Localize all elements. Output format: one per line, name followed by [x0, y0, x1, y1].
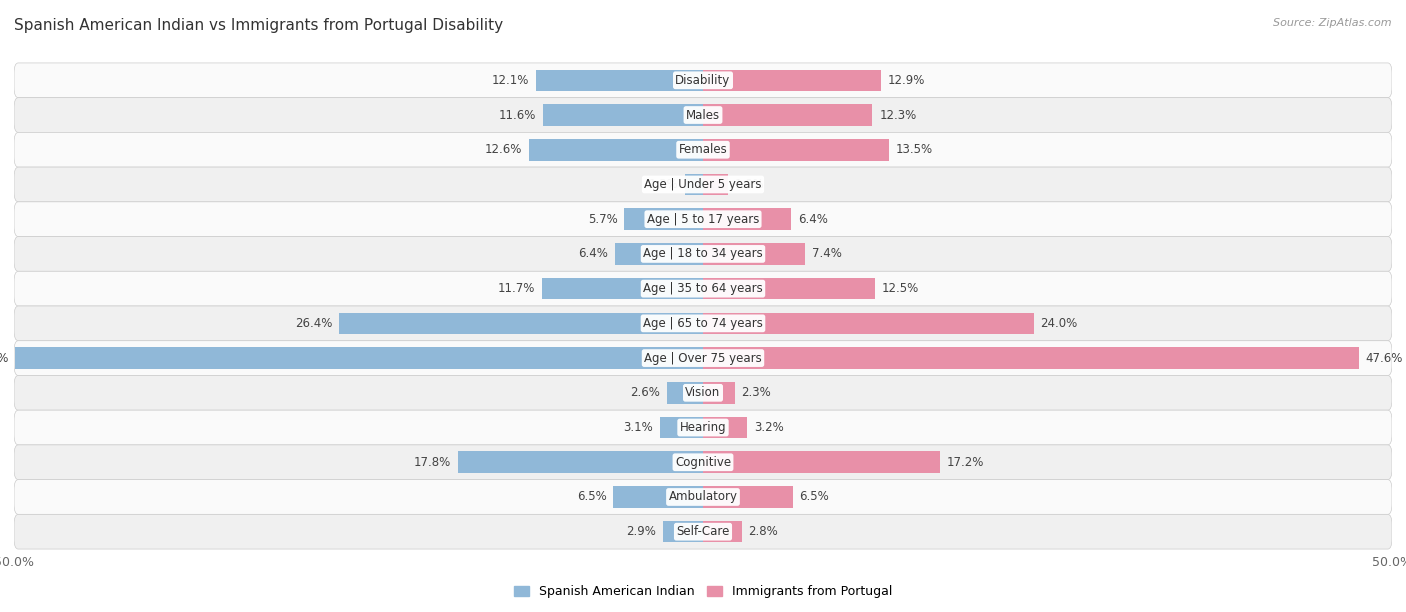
FancyBboxPatch shape — [14, 202, 1392, 237]
Text: Cognitive: Cognitive — [675, 456, 731, 469]
FancyBboxPatch shape — [14, 341, 1392, 375]
Text: 7.4%: 7.4% — [811, 247, 842, 261]
Text: Source: ZipAtlas.com: Source: ZipAtlas.com — [1274, 18, 1392, 28]
Text: Age | 18 to 34 years: Age | 18 to 34 years — [643, 247, 763, 261]
FancyBboxPatch shape — [14, 480, 1392, 514]
Bar — [703, 174, 728, 195]
FancyBboxPatch shape — [14, 132, 1392, 167]
Text: Males: Males — [686, 108, 720, 122]
Bar — [703, 278, 875, 299]
Bar — [543, 104, 703, 126]
Text: Hearing: Hearing — [679, 421, 727, 434]
Text: 12.5%: 12.5% — [882, 282, 920, 295]
Bar — [703, 313, 1033, 334]
Bar — [624, 209, 703, 230]
Bar — [661, 417, 703, 438]
Bar — [339, 313, 703, 334]
Text: Age | 35 to 64 years: Age | 35 to 64 years — [643, 282, 763, 295]
Text: Age | Over 75 years: Age | Over 75 years — [644, 351, 762, 365]
FancyBboxPatch shape — [14, 98, 1392, 132]
Text: 2.3%: 2.3% — [741, 386, 772, 399]
Bar — [541, 278, 703, 299]
Bar — [703, 243, 806, 264]
Bar — [703, 348, 1358, 369]
Bar — [664, 521, 703, 542]
Text: 17.8%: 17.8% — [413, 456, 451, 469]
Bar — [668, 382, 703, 403]
Text: 1.8%: 1.8% — [735, 178, 765, 191]
FancyBboxPatch shape — [14, 375, 1392, 410]
Text: 12.9%: 12.9% — [887, 74, 925, 87]
Text: 26.4%: 26.4% — [295, 317, 332, 330]
Text: 1.3%: 1.3% — [648, 178, 678, 191]
Bar — [703, 104, 873, 126]
Bar — [703, 70, 880, 91]
Bar — [613, 486, 703, 508]
Text: 5.7%: 5.7% — [588, 213, 617, 226]
Text: 12.3%: 12.3% — [879, 108, 917, 122]
Bar — [703, 382, 735, 403]
FancyBboxPatch shape — [14, 514, 1392, 549]
Bar — [703, 452, 941, 473]
Text: Disability: Disability — [675, 74, 731, 87]
FancyBboxPatch shape — [14, 237, 1392, 271]
Text: Females: Females — [679, 143, 727, 156]
Text: 3.2%: 3.2% — [754, 421, 783, 434]
Text: 6.4%: 6.4% — [799, 213, 828, 226]
Text: 11.6%: 11.6% — [499, 108, 536, 122]
Text: 17.2%: 17.2% — [946, 456, 984, 469]
Text: 12.6%: 12.6% — [485, 143, 523, 156]
Text: 47.6%: 47.6% — [1365, 351, 1403, 365]
Legend: Spanish American Indian, Immigrants from Portugal: Spanish American Indian, Immigrants from… — [509, 580, 897, 603]
FancyBboxPatch shape — [14, 410, 1392, 445]
Text: Age | 65 to 74 years: Age | 65 to 74 years — [643, 317, 763, 330]
Text: 2.6%: 2.6% — [630, 386, 661, 399]
Text: 24.0%: 24.0% — [1040, 317, 1078, 330]
Bar — [614, 243, 703, 264]
Text: 6.5%: 6.5% — [576, 490, 606, 504]
Bar — [703, 417, 747, 438]
Text: 6.4%: 6.4% — [578, 247, 607, 261]
Text: Age | Under 5 years: Age | Under 5 years — [644, 178, 762, 191]
Text: 11.7%: 11.7% — [498, 282, 534, 295]
FancyBboxPatch shape — [14, 306, 1392, 341]
Text: Self-Care: Self-Care — [676, 525, 730, 538]
FancyBboxPatch shape — [14, 167, 1392, 202]
FancyBboxPatch shape — [14, 271, 1392, 306]
Text: Ambulatory: Ambulatory — [668, 490, 738, 504]
Bar — [703, 486, 793, 508]
Bar — [703, 521, 741, 542]
Text: 2.8%: 2.8% — [748, 525, 778, 538]
Text: Vision: Vision — [685, 386, 721, 399]
Text: 2.9%: 2.9% — [626, 525, 657, 538]
Bar — [685, 174, 703, 195]
Bar — [703, 209, 792, 230]
Text: Spanish American Indian vs Immigrants from Portugal Disability: Spanish American Indian vs Immigrants fr… — [14, 18, 503, 34]
Bar — [458, 452, 703, 473]
Text: 6.5%: 6.5% — [800, 490, 830, 504]
Bar — [536, 70, 703, 91]
FancyBboxPatch shape — [14, 445, 1392, 480]
Text: 12.1%: 12.1% — [492, 74, 530, 87]
Bar — [703, 139, 889, 160]
Text: 49.9%: 49.9% — [0, 351, 8, 365]
Text: Age | 5 to 17 years: Age | 5 to 17 years — [647, 213, 759, 226]
Text: 13.5%: 13.5% — [896, 143, 934, 156]
FancyBboxPatch shape — [14, 63, 1392, 98]
Text: 3.1%: 3.1% — [624, 421, 654, 434]
Bar — [15, 348, 703, 369]
Bar — [530, 139, 703, 160]
